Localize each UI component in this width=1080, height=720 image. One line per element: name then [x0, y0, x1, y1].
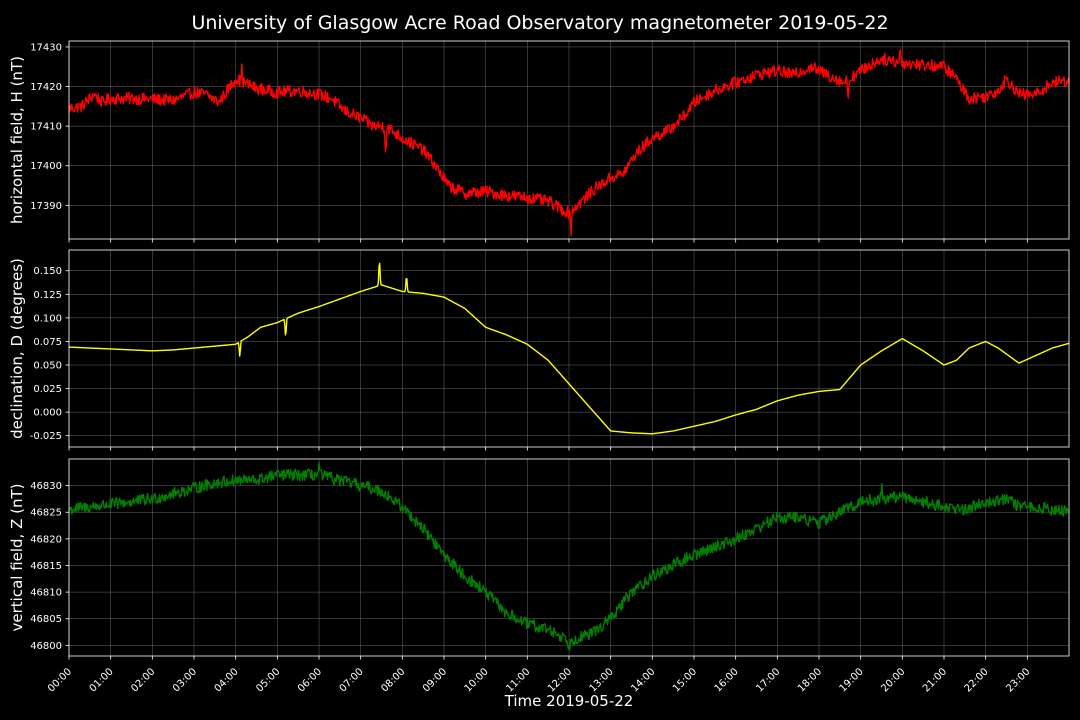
y-tick-label: 46825 [30, 508, 62, 519]
x-tick-label: 00:00 [46, 666, 74, 694]
x-tick-label: 13:00 [588, 666, 616, 694]
y-tick-label: 46800 [30, 641, 62, 652]
y-tick-label: 17430 [30, 42, 62, 53]
x-tick-label: 11:00 [504, 666, 532, 694]
x-tick-label: 08:00 [379, 666, 407, 694]
y-axis-label-D: declination, D (degrees) [8, 258, 26, 439]
y-tick-label: 0.025 [33, 384, 62, 395]
y-tick-label: 0.100 [33, 313, 62, 324]
x-tick-label: 05:00 [254, 666, 282, 694]
y-tick-label: 0.125 [33, 290, 62, 301]
x-tick-label: 03:00 [171, 666, 199, 694]
chart-title: University of Glasgow Acre Road Observat… [191, 12, 888, 34]
x-tick-label: 15:00 [671, 666, 699, 694]
y-axis-label-H: horizontal field, H (nT) [8, 56, 26, 224]
y-tick-label: 0.000 [33, 408, 62, 419]
y-tick-label: 46810 [30, 588, 62, 599]
x-tick-label: 04:00 [213, 666, 241, 694]
y-tick-label: -0.025 [30, 431, 62, 442]
panel-frame [68, 249, 1070, 448]
x-tick-label: 16:00 [713, 666, 741, 694]
y-tick-label: 17400 [30, 161, 62, 172]
y-tick-label: 46830 [30, 481, 62, 492]
series-line-H [68, 48, 1070, 237]
y-tick-label: 46805 [30, 614, 62, 625]
x-tick-label: 02:00 [129, 666, 157, 694]
x-tick-label: 19:00 [838, 666, 866, 694]
series-line-Z [68, 461, 1070, 651]
x-tick-label: 12:00 [546, 666, 574, 694]
series-line-D [68, 262, 1070, 435]
panel-frame [68, 40, 1070, 240]
x-tick-label: 17:00 [754, 666, 782, 694]
x-tick-label: 22:00 [963, 666, 991, 694]
x-tick-label: 01:00 [88, 666, 116, 694]
x-tick-label: 07:00 [338, 666, 366, 694]
y-tick-label: 46820 [30, 534, 62, 545]
x-tick-label: 18:00 [796, 666, 824, 694]
x-tick-label: 14:00 [629, 666, 657, 694]
y-tick-label: 46815 [30, 561, 62, 572]
y-tick-label: 0.150 [33, 266, 62, 277]
x-tick-label: 10:00 [463, 666, 491, 694]
x-tick-label: 06:00 [296, 666, 324, 694]
y-tick-label: 0.050 [33, 360, 62, 371]
x-tick-label: 20:00 [879, 666, 907, 694]
x-tick-label: 09:00 [421, 666, 449, 694]
x-tick-label: 21:00 [921, 666, 949, 694]
y-axis-label-Z: vertical field, Z (nT) [8, 483, 26, 631]
x-axis-label: Time 2019-05-22 [504, 692, 634, 710]
panel-frame [68, 458, 1070, 657]
y-tick-label: 17410 [30, 122, 62, 133]
y-tick-label: 17390 [30, 201, 62, 212]
x-tick-label: 23:00 [1004, 666, 1032, 694]
y-tick-label: 0.075 [33, 337, 62, 348]
y-tick-label: 17420 [30, 82, 62, 93]
